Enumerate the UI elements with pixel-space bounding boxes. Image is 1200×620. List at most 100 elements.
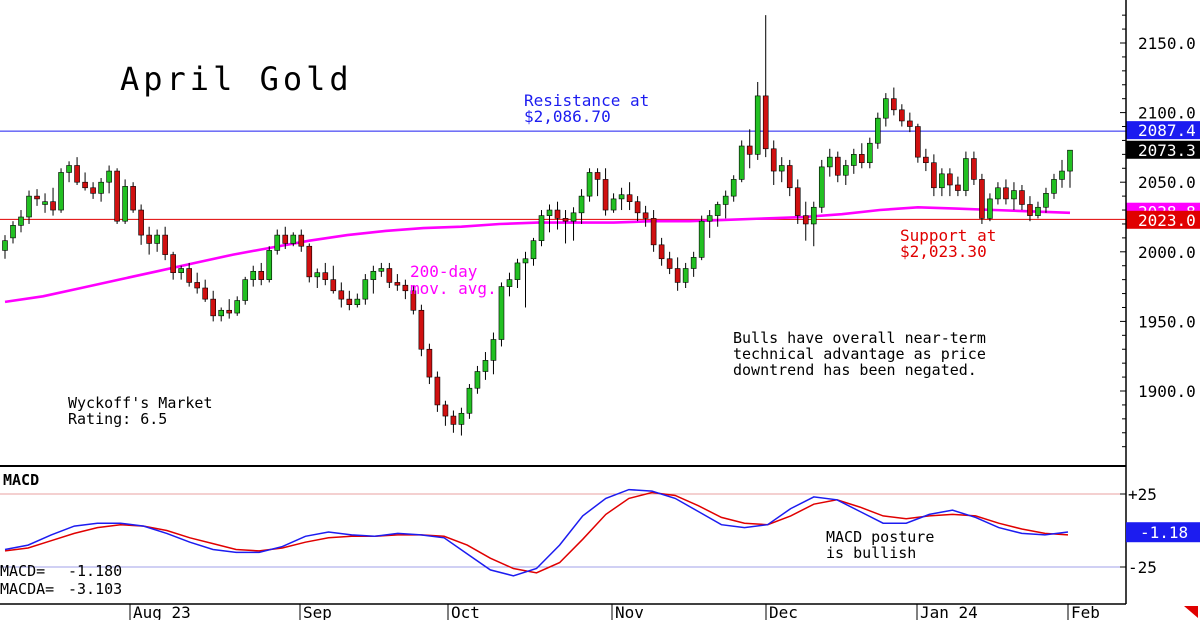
candle-body xyxy=(682,268,689,283)
candle-body xyxy=(426,348,433,378)
candle-body xyxy=(859,154,865,164)
candle xyxy=(490,332,497,375)
candle xyxy=(362,274,369,305)
macda-readout-value: -3.103 xyxy=(68,580,122,598)
candle-body xyxy=(714,204,721,216)
candle xyxy=(346,290,353,311)
price-tick-label: 2100.0 xyxy=(1138,104,1196,123)
candle xyxy=(642,205,649,227)
candle-body xyxy=(1051,179,1057,194)
macd-annotation-line-1: MACD posture xyxy=(826,528,934,546)
candle xyxy=(778,157,785,183)
candle xyxy=(370,265,377,294)
candle-body xyxy=(314,272,321,278)
price-tag-label: 2023.0 xyxy=(1138,211,1196,230)
candle xyxy=(290,232,297,247)
candle xyxy=(770,140,777,185)
candle-body xyxy=(770,148,777,172)
price-tag-box xyxy=(1126,140,1200,159)
candle xyxy=(154,229,160,252)
candle-body xyxy=(202,287,208,300)
candle xyxy=(947,168,953,197)
candle-body xyxy=(610,198,617,211)
candle-body xyxy=(931,162,937,189)
candle xyxy=(939,168,945,197)
moving-average-label: 200-day xyxy=(410,262,478,281)
candle-body xyxy=(867,142,873,164)
candle-body xyxy=(738,145,745,180)
candlesticks xyxy=(2,15,1073,436)
price-tag: 2087.4 xyxy=(1126,121,1200,140)
macd-price-tag: -1.18 xyxy=(1126,522,1200,543)
candle-body xyxy=(234,300,241,314)
candle-body xyxy=(210,298,216,317)
candle-body xyxy=(482,360,489,372)
candle xyxy=(738,140,745,183)
resistance-label: Resistance at xyxy=(524,91,649,110)
candle xyxy=(354,293,361,308)
candle xyxy=(506,272,513,297)
candle-body xyxy=(634,201,641,214)
candle-body xyxy=(122,186,128,222)
candle-body xyxy=(130,186,136,211)
candle xyxy=(562,210,569,244)
candle-body xyxy=(1011,190,1017,200)
candle-body xyxy=(2,240,8,251)
candle xyxy=(474,365,481,394)
candle-body xyxy=(818,166,825,208)
candle-body xyxy=(786,165,793,189)
candle-body xyxy=(578,195,585,214)
candle xyxy=(314,268,321,288)
candle xyxy=(274,229,281,255)
candle xyxy=(690,251,697,277)
candle-body xyxy=(266,250,273,280)
candle-body xyxy=(538,215,545,241)
candle-body xyxy=(1019,190,1025,205)
candle xyxy=(883,93,889,127)
candle xyxy=(378,262,385,277)
macd-readout-value: -1.180 xyxy=(68,562,122,580)
price-tag-label: 2087.4 xyxy=(1138,121,1196,140)
price-tag: 2073.3 xyxy=(1126,140,1200,160)
candle xyxy=(794,179,801,224)
candle xyxy=(410,285,417,315)
candle xyxy=(859,143,865,169)
x-tick-label: Oct xyxy=(451,603,480,620)
candle xyxy=(514,258,521,288)
candle-body xyxy=(306,245,313,278)
candle-body xyxy=(274,234,281,251)
candle xyxy=(746,129,753,169)
candle-body xyxy=(1027,204,1033,216)
candle-body xyxy=(330,279,337,292)
candle-body xyxy=(106,170,112,183)
candle-body xyxy=(522,258,529,264)
candle xyxy=(58,168,64,213)
candle xyxy=(186,262,192,287)
candle xyxy=(258,262,265,286)
macd-axis: +25 -25 xyxy=(0,485,1157,577)
macd-line xyxy=(4,488,1069,577)
candle xyxy=(650,210,657,252)
candle-body xyxy=(338,290,345,300)
price-tick-label: 2150.0 xyxy=(1138,34,1196,53)
candle xyxy=(82,172,88,191)
candle-body xyxy=(322,272,329,280)
candle xyxy=(875,112,881,149)
price-tick-label: 1900.0 xyxy=(1138,382,1196,401)
candle xyxy=(1059,159,1065,188)
candle xyxy=(714,201,721,227)
candle-body xyxy=(498,286,505,340)
candle-body xyxy=(802,215,809,225)
candle xyxy=(466,384,473,419)
price-tick-label: 2050.0 xyxy=(1138,173,1196,192)
candle-body xyxy=(242,279,249,301)
candle-body xyxy=(170,254,176,273)
macd-annotation-line-2: is bullish xyxy=(826,544,916,562)
macd-panel: +25 -25 MACD MACD posture is bullish MACD… xyxy=(0,471,1200,598)
candle xyxy=(850,148,857,174)
candle xyxy=(971,151,977,185)
candle-body xyxy=(1059,170,1065,180)
x-tick-label: Feb xyxy=(1071,603,1100,620)
candle-body xyxy=(418,309,425,350)
